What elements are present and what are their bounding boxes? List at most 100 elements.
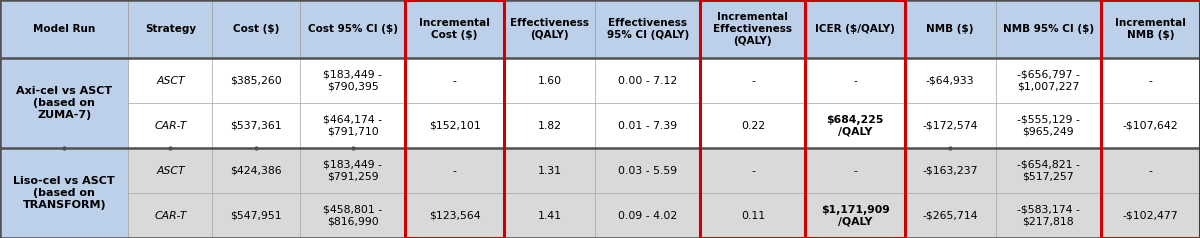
Text: -$265,714: -$265,714	[923, 211, 978, 221]
Bar	[300, 148, 406, 193]
Text: 1.60: 1.60	[538, 76, 562, 86]
Bar	[128, 58, 212, 103]
Text: -$102,477: -$102,477	[1122, 211, 1178, 221]
Bar	[212, 148, 300, 193]
Bar	[595, 103, 701, 148]
Text: 1.82: 1.82	[538, 121, 562, 131]
Text: $123,564: $123,564	[428, 211, 480, 221]
Bar	[0, 0, 128, 58]
Bar	[905, 148, 996, 193]
Text: -: -	[751, 166, 755, 176]
Bar	[595, 0, 701, 58]
Text: $183,449 -
$791,259: $183,449 - $791,259	[323, 160, 382, 182]
Text: Cost 95% CI ($): Cost 95% CI ($)	[307, 24, 397, 34]
Text: -$654,821 -
$517,257: -$654,821 - $517,257	[1016, 160, 1080, 182]
Text: 0.09 - 4.02: 0.09 - 4.02	[618, 211, 678, 221]
Text: -$583,174 -
$217,818: -$583,174 - $217,818	[1016, 204, 1080, 227]
Bar	[905, 193, 996, 238]
Bar	[406, 148, 504, 193]
Text: 0.03 - 5.59: 0.03 - 5.59	[618, 166, 678, 176]
Bar	[504, 0, 595, 58]
Text: Strategy: Strategy	[145, 24, 196, 34]
Bar	[406, 0, 504, 238]
Text: -$107,642: -$107,642	[1122, 121, 1178, 131]
Text: 0.11: 0.11	[740, 211, 764, 221]
Bar	[128, 103, 212, 148]
Text: ASCT: ASCT	[156, 76, 185, 86]
Bar	[701, 148, 805, 193]
Bar	[212, 58, 300, 103]
Bar	[128, 193, 212, 238]
Text: Incremental
NMB ($): Incremental NMB ($)	[1115, 18, 1186, 40]
Bar	[996, 103, 1100, 148]
Text: -: -	[853, 76, 857, 86]
Bar	[701, 193, 805, 238]
Bar	[905, 0, 996, 58]
Text: Axi-cel vs ASCT
(based on
ZUMA-7): Axi-cel vs ASCT (based on ZUMA-7)	[16, 86, 113, 120]
Bar	[805, 58, 905, 103]
Bar	[128, 148, 212, 193]
Text: $1,171,909
/QALY: $1,171,909 /QALY	[821, 204, 889, 227]
Bar	[805, 193, 905, 238]
Bar	[805, 0, 905, 238]
Bar	[504, 58, 595, 103]
Text: 1.31: 1.31	[538, 166, 562, 176]
Bar	[1100, 58, 1200, 103]
Text: $152,101: $152,101	[428, 121, 480, 131]
Bar	[805, 103, 905, 148]
Text: -: -	[751, 76, 755, 86]
Text: -$64,933: -$64,933	[926, 76, 974, 86]
Bar	[996, 0, 1100, 58]
Text: 1.41: 1.41	[538, 211, 562, 221]
Text: 0.00 - 7.12: 0.00 - 7.12	[618, 76, 678, 86]
Bar	[701, 0, 805, 238]
Bar	[406, 0, 504, 58]
Text: $183,449 -
$790,395: $183,449 - $790,395	[323, 70, 382, 92]
Bar	[701, 58, 805, 103]
Text: -: -	[1148, 76, 1152, 86]
Text: Incremental
Effectiveness
(QALY): Incremental Effectiveness (QALY)	[714, 12, 792, 46]
Text: -: -	[452, 76, 457, 86]
Text: $537,361: $537,361	[230, 121, 282, 131]
Text: Effectiveness
(QALY): Effectiveness (QALY)	[510, 18, 589, 40]
Text: Model Run: Model Run	[34, 24, 95, 34]
Bar	[300, 193, 406, 238]
Bar	[300, 58, 406, 103]
Text: $424,386: $424,386	[230, 166, 282, 176]
Text: -: -	[452, 166, 457, 176]
Bar	[128, 0, 212, 58]
Text: ASCT: ASCT	[156, 166, 185, 176]
Text: -$555,129 -
$965,249: -$555,129 - $965,249	[1016, 115, 1080, 137]
Text: -$172,574: -$172,574	[923, 121, 978, 131]
Text: Cost ($): Cost ($)	[233, 24, 280, 34]
Bar	[1100, 0, 1200, 238]
Bar	[996, 148, 1100, 193]
Bar	[212, 103, 300, 148]
Bar	[212, 193, 300, 238]
Bar	[504, 148, 595, 193]
Text: -: -	[1148, 166, 1152, 176]
Text: Liso-cel vs ASCT
(based on
TRANSFORM): Liso-cel vs ASCT (based on TRANSFORM)	[13, 176, 115, 210]
Bar	[1100, 103, 1200, 148]
Text: Effectiveness
95% CI (QALY): Effectiveness 95% CI (QALY)	[607, 18, 689, 40]
Text: NMB 95% CI ($): NMB 95% CI ($)	[1003, 24, 1094, 34]
Text: $458,801 -
$816,990: $458,801 - $816,990	[323, 204, 382, 227]
Bar	[1100, 148, 1200, 193]
Bar	[300, 103, 406, 148]
Bar	[905, 103, 996, 148]
Bar	[1100, 0, 1200, 58]
Bar	[805, 148, 905, 193]
Bar	[504, 193, 595, 238]
Text: Incremental
Cost ($): Incremental Cost ($)	[419, 18, 490, 40]
Bar	[0, 148, 128, 238]
Bar	[504, 103, 595, 148]
Bar	[406, 103, 504, 148]
Text: NMB ($): NMB ($)	[926, 24, 974, 34]
Bar	[212, 0, 300, 58]
Text: $547,951: $547,951	[230, 211, 282, 221]
Bar	[595, 148, 701, 193]
Text: -$656,797 -
$1,007,227: -$656,797 - $1,007,227	[1016, 70, 1080, 92]
Text: $684,225
/QALY: $684,225 /QALY	[827, 115, 883, 137]
Text: ICER ($/QALY): ICER ($/QALY)	[815, 24, 895, 34]
Bar	[805, 0, 905, 58]
